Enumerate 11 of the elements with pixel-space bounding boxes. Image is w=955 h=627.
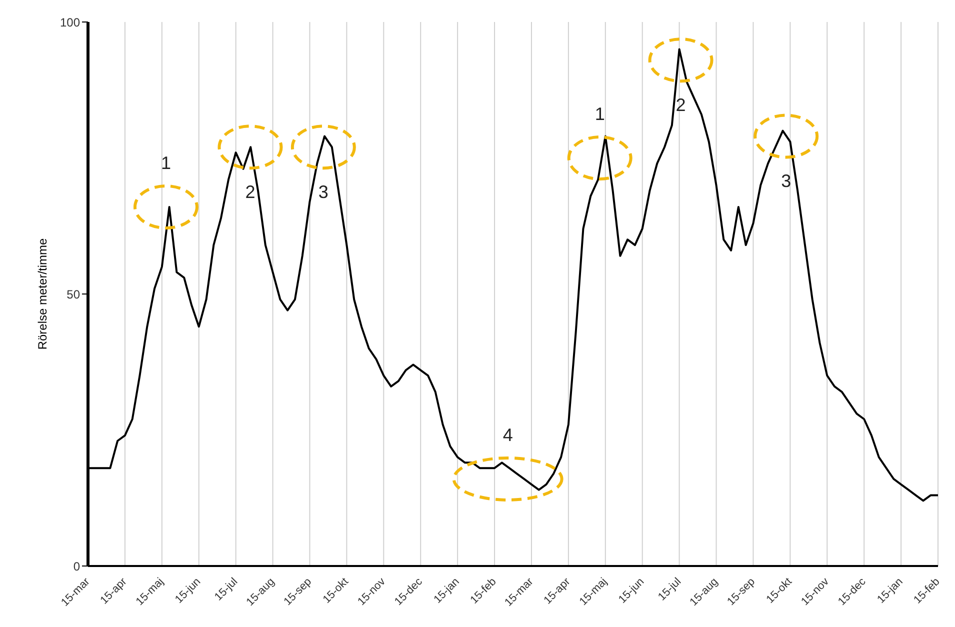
annotation: 3: [781, 171, 792, 192]
y-tick-label: 100: [60, 15, 80, 30]
annotation: 3: [318, 182, 328, 202]
annotation: 1: [160, 152, 171, 173]
annotation: 1: [594, 104, 605, 124]
annotation: 2: [676, 95, 686, 116]
annotation: 4: [502, 424, 513, 445]
y-tick-label: 0: [73, 559, 80, 574]
annotation: 2: [245, 182, 256, 202]
y-tick-label: 50: [66, 287, 80, 302]
y-axis-title: Rörelse meter/timme: [35, 238, 50, 350]
